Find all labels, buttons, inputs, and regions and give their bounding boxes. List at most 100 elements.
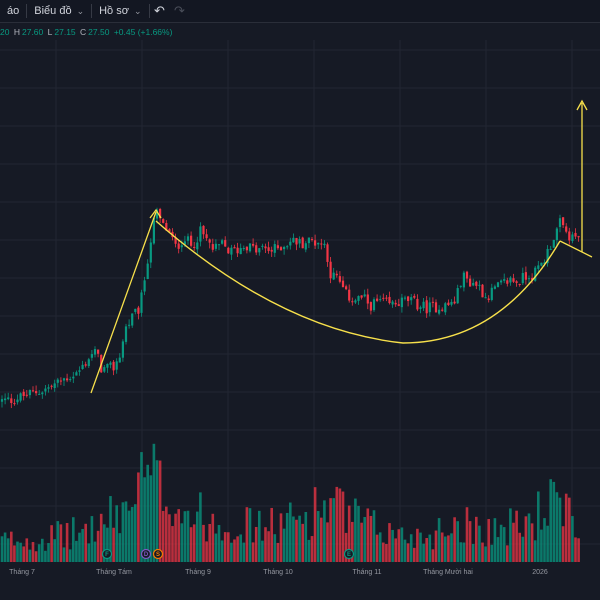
chart-menu-button[interactable]: Biểu đồ ⌄ [27, 0, 91, 22]
candle-body [574, 232, 577, 237]
toolbar-separator [91, 4, 93, 18]
volume-bar [496, 537, 500, 562]
candle-body [317, 242, 320, 245]
candle-body [524, 272, 527, 280]
candle-body [140, 292, 143, 313]
volume-bar [313, 487, 317, 562]
toolbar-menu-partial[interactable]: áo [0, 0, 26, 22]
close-key: C [80, 27, 87, 37]
candle-body [196, 242, 199, 250]
volume-bar [481, 542, 484, 562]
candle-body [552, 239, 555, 248]
candle-body [78, 370, 81, 372]
candle-body [93, 349, 97, 355]
volume-bar [134, 504, 137, 562]
volume-bar [326, 522, 329, 562]
volume-bar [444, 536, 447, 562]
candle-body [84, 364, 87, 366]
volume-bar [192, 524, 196, 562]
candle-body [22, 391, 25, 396]
candle-body [233, 247, 236, 249]
candle-body [115, 361, 118, 370]
undo-icon[interactable]: ↶ [154, 3, 165, 18]
volume-bar [512, 522, 515, 562]
x-tick-label: Tháng 9 [185, 569, 211, 576]
candle-body [134, 308, 137, 312]
candle-body [109, 362, 112, 365]
volume-bar [127, 510, 131, 562]
candle-body [186, 236, 190, 241]
candle-body [385, 297, 388, 299]
candle-body [335, 273, 338, 276]
candle-body [75, 372, 78, 376]
candle-body [298, 239, 301, 244]
volume-bar [53, 539, 56, 562]
volume-bar [168, 514, 171, 562]
low-key: L [47, 27, 53, 37]
candle-body [50, 385, 53, 387]
profile-menu-button[interactable]: Hồ sơ ⌄ [92, 0, 148, 22]
volume-bar [285, 512, 289, 562]
grid-lines [0, 40, 600, 562]
candle-body [447, 302, 450, 306]
candle-body [376, 298, 379, 301]
volume-bar [251, 542, 255, 562]
candle-body [227, 247, 230, 254]
volume-bar [68, 549, 72, 562]
x-tick-label: Tháng 11 [352, 569, 381, 576]
volume-bar [471, 543, 475, 562]
candle-body [363, 294, 366, 297]
volume-bar [99, 513, 103, 562]
redo-icon[interactable]: ↷ [174, 3, 185, 18]
volume-bar [561, 526, 565, 562]
candle-body [469, 278, 472, 287]
candle-body [540, 262, 543, 266]
candle-body [124, 326, 128, 342]
volume-bar [124, 501, 128, 562]
volume-bar [177, 509, 180, 562]
candle-body [87, 359, 90, 367]
candle-body [41, 392, 44, 395]
candle-body [162, 219, 165, 223]
volume-bar [546, 525, 549, 562]
candle-body [56, 379, 59, 383]
volume-bar [130, 507, 134, 562]
volume-bar [118, 533, 122, 562]
candle-body [174, 237, 177, 244]
volume-bar [155, 460, 159, 562]
candle-body [279, 247, 283, 251]
volume-bar [400, 527, 404, 562]
volume-bar [220, 540, 224, 562]
candle-body [444, 303, 447, 313]
volume-bar [434, 530, 438, 562]
volume-bar [493, 518, 497, 562]
volume-bar [6, 538, 10, 562]
volume-bar [50, 525, 53, 562]
candle-body [503, 279, 506, 281]
volume-bar [0, 536, 4, 562]
volume-bar [450, 533, 453, 562]
volume-bar [354, 498, 357, 562]
candle-body [422, 301, 425, 309]
candle-body [211, 244, 214, 250]
toolbar-separator [148, 4, 150, 18]
candle-body [217, 244, 221, 246]
candle-body [369, 302, 372, 311]
volume-bar [140, 452, 143, 562]
candle-body [555, 228, 558, 241]
candle-body [453, 301, 456, 304]
candle-body [360, 295, 363, 298]
volume-bar [282, 528, 286, 562]
candle-body [571, 234, 574, 242]
volume-bar [37, 544, 41, 562]
candle-body [521, 273, 524, 284]
candle-body [558, 218, 562, 227]
volume-bar [186, 510, 190, 562]
volume-bar [456, 521, 459, 562]
volume-bar [341, 491, 345, 562]
candle-body [131, 313, 134, 326]
volume-bar [196, 511, 199, 562]
volume-bar [295, 519, 298, 562]
